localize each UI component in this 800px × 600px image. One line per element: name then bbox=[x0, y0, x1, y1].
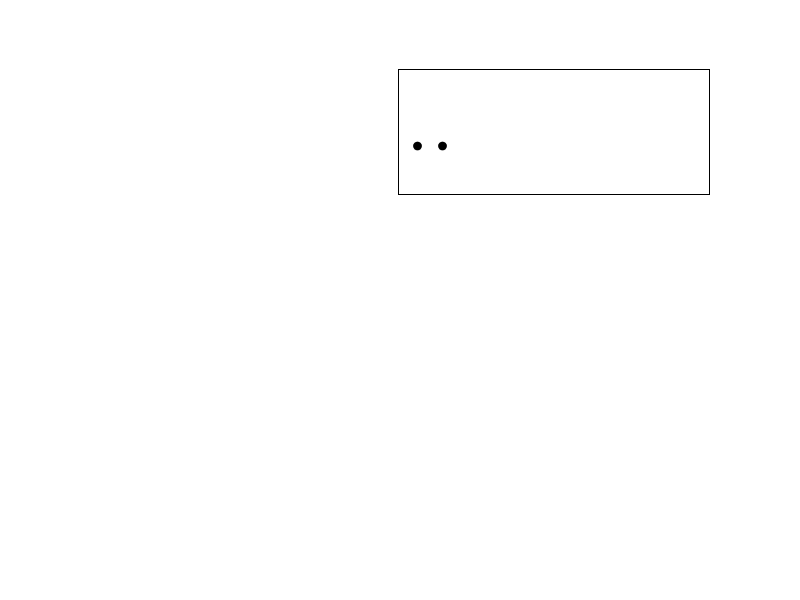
legend-entry-psf-sample bbox=[405, 132, 701, 161]
legend-entry-tentative-fwhm bbox=[405, 161, 701, 190]
plus-marker-icon bbox=[405, 79, 457, 99]
legend-entry-all-sample bbox=[405, 75, 701, 104]
dot-marker-icon bbox=[413, 141, 447, 151]
dashed-line-icon bbox=[405, 165, 457, 185]
legend bbox=[398, 69, 710, 195]
x-marker-icon bbox=[405, 108, 457, 128]
legend-entry-rough-fwhm bbox=[405, 104, 701, 133]
